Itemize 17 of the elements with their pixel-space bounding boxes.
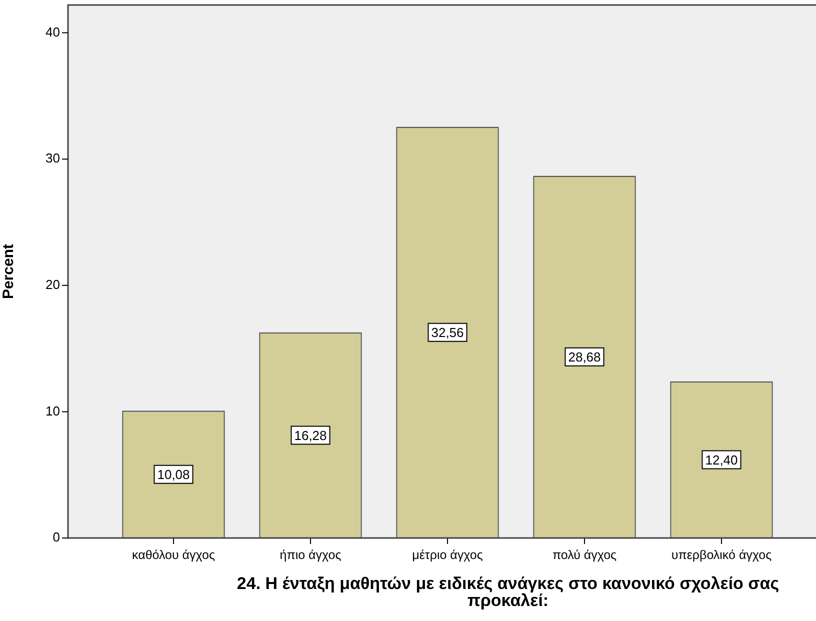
x-tick-label: μέτριο άγχος [412,548,483,562]
y-axis-title: Percent [0,244,18,300]
y-tick-label: 30 [46,150,60,166]
x-tick-label: υπερβολικό άγχος [671,548,772,562]
data-label: 28,68 [568,349,601,364]
y-tick-label: 40 [46,24,60,40]
y-tick-label: 10 [46,403,60,418]
y-tick-label: 20 [46,276,60,292]
data-label: 12,40 [705,452,738,468]
x-tick-label: καθόλου άγχος [132,548,215,562]
x-axis-title: 24. Η ένταξη μαθητών με ειδικές ανάγκες στο κανονικό σχολείο σας προκαλεί: [236,574,780,610]
y-tick-label: 0 [52,530,60,545]
data-label: 16,28 [294,428,327,443]
data-label: 32,56 [431,324,464,340]
x-tick-label: ήπιο άγχος [280,548,342,562]
data-label: 10,08 [157,466,190,482]
x-tick-label: πολύ άγχος [552,548,617,562]
